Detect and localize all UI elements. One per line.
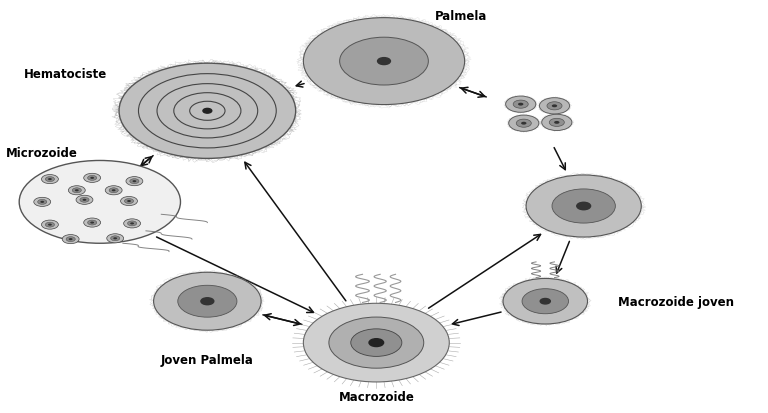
Circle shape xyxy=(552,190,615,223)
Ellipse shape xyxy=(19,161,180,244)
Circle shape xyxy=(119,64,296,159)
Text: Macrozoide: Macrozoide xyxy=(339,390,414,403)
Circle shape xyxy=(577,203,591,210)
Circle shape xyxy=(503,279,588,324)
Circle shape xyxy=(88,221,97,225)
Circle shape xyxy=(522,289,568,314)
Circle shape xyxy=(84,218,101,228)
Circle shape xyxy=(551,105,557,108)
Circle shape xyxy=(126,177,143,186)
Circle shape xyxy=(518,104,523,107)
Circle shape xyxy=(91,177,94,179)
Circle shape xyxy=(303,304,449,382)
Circle shape xyxy=(132,180,136,183)
Circle shape xyxy=(124,199,134,204)
Circle shape xyxy=(105,186,122,195)
Circle shape xyxy=(48,179,52,181)
Circle shape xyxy=(91,222,94,224)
Circle shape xyxy=(76,196,93,205)
Circle shape xyxy=(88,176,97,181)
Circle shape xyxy=(45,223,55,228)
Text: Microzoide: Microzoide xyxy=(6,146,78,159)
Circle shape xyxy=(203,109,212,114)
Circle shape xyxy=(74,190,78,192)
Circle shape xyxy=(80,198,89,203)
Circle shape xyxy=(83,199,86,201)
Circle shape xyxy=(109,188,118,193)
Circle shape xyxy=(154,273,261,330)
Circle shape xyxy=(111,190,116,192)
Circle shape xyxy=(526,176,641,237)
Circle shape xyxy=(41,221,58,230)
Circle shape xyxy=(516,120,531,128)
Circle shape xyxy=(69,239,72,240)
Circle shape xyxy=(121,197,137,206)
Circle shape xyxy=(84,174,101,183)
Circle shape xyxy=(107,234,124,243)
Circle shape xyxy=(540,299,551,304)
Text: Joven Palmela: Joven Palmela xyxy=(161,353,253,366)
Circle shape xyxy=(549,119,564,127)
Circle shape xyxy=(38,200,47,205)
Circle shape xyxy=(68,186,85,195)
Circle shape xyxy=(45,177,55,182)
Circle shape xyxy=(40,201,44,203)
Circle shape xyxy=(554,122,559,125)
Circle shape xyxy=(547,102,562,111)
Circle shape xyxy=(124,219,141,228)
Circle shape xyxy=(201,298,214,305)
Circle shape xyxy=(41,175,58,184)
Text: Palmela: Palmela xyxy=(435,10,487,23)
Circle shape xyxy=(369,339,383,347)
Circle shape xyxy=(351,329,402,356)
Circle shape xyxy=(48,224,52,226)
Circle shape xyxy=(539,98,570,115)
Circle shape xyxy=(130,179,139,184)
Text: Macrozoide joven: Macrozoide joven xyxy=(617,295,734,308)
Circle shape xyxy=(505,97,536,113)
Circle shape xyxy=(62,235,79,244)
Circle shape xyxy=(339,38,429,86)
Circle shape xyxy=(127,200,131,202)
Circle shape xyxy=(131,223,134,225)
Circle shape xyxy=(541,115,572,131)
Circle shape xyxy=(66,237,75,242)
Circle shape xyxy=(513,101,528,109)
Circle shape xyxy=(127,221,137,226)
Text: Hematociste: Hematociste xyxy=(24,68,107,81)
Circle shape xyxy=(72,188,81,193)
Circle shape xyxy=(508,116,539,132)
Circle shape xyxy=(177,286,237,317)
Circle shape xyxy=(34,198,51,207)
Circle shape xyxy=(521,122,526,126)
Circle shape xyxy=(111,236,120,241)
Circle shape xyxy=(113,238,117,240)
Circle shape xyxy=(303,19,465,105)
Circle shape xyxy=(378,59,390,65)
Circle shape xyxy=(329,317,424,368)
